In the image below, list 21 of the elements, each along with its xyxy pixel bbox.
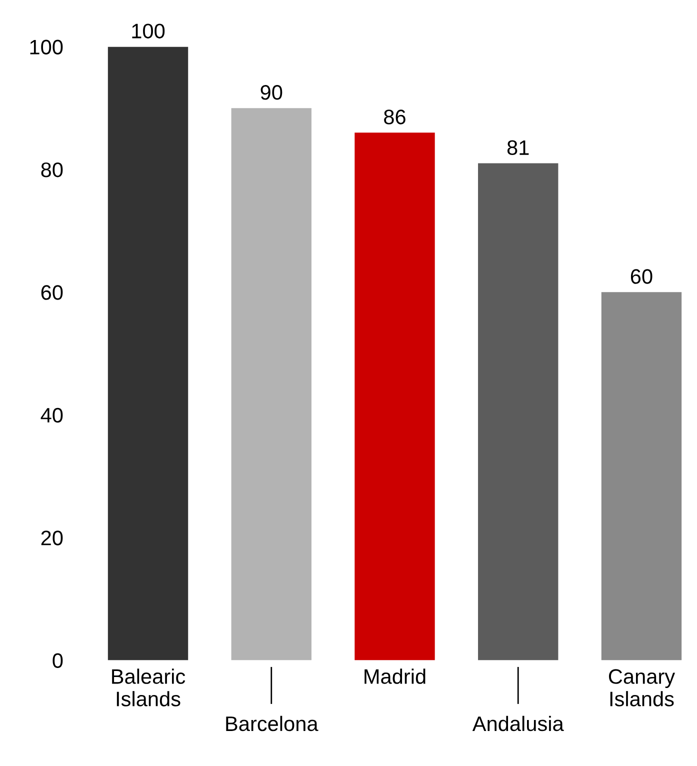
x-tick-label: Madrid [364, 668, 426, 684]
y-tick-label: 60 [41, 285, 63, 300]
data-label: 100 [132, 24, 165, 38]
bar [231, 108, 312, 660]
y-tick-label: 0 [52, 653, 63, 668]
x-tick-label: Canary Islands [608, 669, 676, 706]
data-label: 90 [260, 85, 282, 100]
y-tick-label: 100 [30, 40, 63, 54]
data-label: 60 [630, 269, 652, 284]
x-tick-label: Balearic Islands [112, 668, 186, 706]
y-tick-label: 80 [41, 162, 63, 178]
x-tick-label: Andalusia [472, 716, 564, 732]
bar [108, 46, 188, 660]
data-label: 86 [384, 110, 406, 124]
bar [478, 163, 558, 660]
y-tick-label: 40 [40, 408, 63, 423]
y-tick-label: 20 [41, 530, 63, 546]
data-label: 81 [507, 140, 529, 156]
x-tick-label: Barcelona [226, 716, 318, 732]
bar [354, 132, 435, 660]
bar [601, 292, 682, 660]
